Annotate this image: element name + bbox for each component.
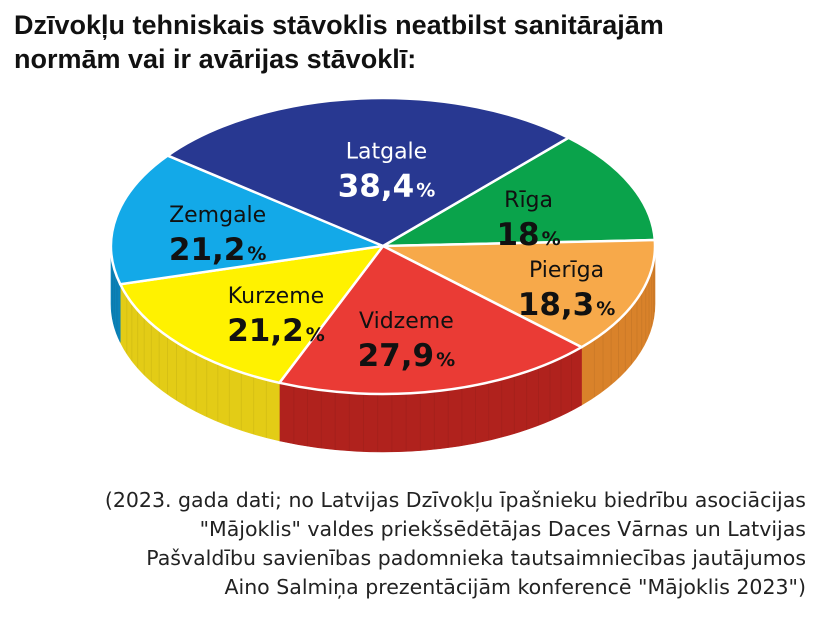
pie-label-value-vidzeme: 27,9% [358,338,456,374]
pie-label-name-pieriga: Pierīga [529,258,604,283]
pie-chart: Rīga 18 % Pierīga 18,3 % Vidzeme 27,9 % Kurzeme 21… [109,96,657,453]
source-note-line-2: "Mājoklis" valdes priekšsēdētājas Daces … [199,517,806,541]
pie-slice-pieriga [381,238,657,349]
source-note: (2023. gada dati; no Latvijas Dzīvokļu ī… [6,486,806,602]
source-note-line-4: Aino Salmiņa prezentācijām konferencē "M… [224,575,806,599]
pie-label-name-riga: Rīga [504,188,553,213]
source-note-line-1: (2023. gada dati; no Latvijas Dzīvokļu ī… [104,488,806,512]
pie-slice-zemgale [109,154,385,286]
pie-value-number-zemgale: 21,2 [169,232,246,268]
pie-label-name-latgale: Latgale [346,140,427,165]
pie-slice-riga [381,136,657,248]
pie-value-number-vidzeme: 27,9 [358,338,435,374]
pie-label-value-latgale: 38,4% [338,169,436,205]
source-note-line-3: Pašvaldību savienības padomnieka tautsai… [146,546,806,570]
pie-side-layer [110,245,656,453]
pie-value-unit-kurzeme: % [306,324,325,346]
chart-title-line-2: normām vai ir avārijas stāvoklī: [14,44,417,74]
pie-value-number-pieriga: 18,3 [518,287,595,323]
pie-value-unit-pieriga: % [596,298,615,320]
pie-value-unit-latgale: % [416,180,435,202]
pie-value-number-latgale: 38,4 [338,169,415,205]
pie-value-unit-zemgale: % [247,243,266,265]
pie-slice-vidzeme [278,244,583,396]
pie-label-name-zemgale: Zemgale [169,203,266,228]
pie-label-value-riga: 18% [496,217,560,253]
pie-label-name-vidzeme: Vidzeme [359,309,454,334]
pie-value-number-riga: 18 [496,217,539,253]
chart-title-line-1: Dzīvokļu tehniskais stāvoklis neatbilst … [14,10,664,40]
pie-top-layer [109,96,657,396]
pie-value-number-kurzeme: 21,2 [227,313,304,349]
pie-label-layer: Rīga 18 % Pierīga 18,3 % Vidzeme 27,9 % Kurzeme 21… [169,140,615,374]
pie-label-value-pieriga: 18,3% [518,287,616,323]
pie-slice-latgale [166,96,570,248]
pie-label-name-kurzeme: Kurzeme [228,284,324,309]
pie-value-unit-vidzeme: % [436,349,455,371]
pie-label-value-zemgale: 21,2% [169,232,267,268]
pie-value-unit-riga: % [542,228,561,250]
chart-title: Dzīvokļu tehniskais stāvoklis neatbilst … [14,8,794,76]
pie-label-value-kurzeme: 21,2% [227,313,325,349]
pie-slice-kurzeme [118,244,385,385]
